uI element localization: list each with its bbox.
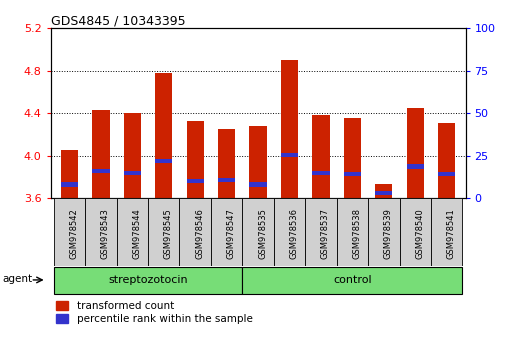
Bar bbox=[218, 178, 235, 182]
Bar bbox=[305, 198, 336, 266]
Text: GSM978540: GSM978540 bbox=[415, 208, 423, 259]
Text: GSM978545: GSM978545 bbox=[164, 208, 172, 259]
Bar bbox=[437, 172, 454, 176]
Bar bbox=[92, 110, 109, 198]
Text: control: control bbox=[332, 275, 371, 285]
Bar bbox=[437, 123, 454, 198]
Bar bbox=[211, 198, 242, 266]
Bar bbox=[336, 198, 367, 266]
Bar bbox=[61, 150, 78, 198]
Text: GSM978546: GSM978546 bbox=[195, 208, 204, 259]
Bar bbox=[242, 267, 462, 294]
Bar bbox=[430, 198, 462, 266]
Text: GSM978537: GSM978537 bbox=[320, 208, 329, 259]
Bar bbox=[406, 164, 423, 169]
Bar bbox=[312, 115, 329, 198]
Text: GSM978547: GSM978547 bbox=[226, 208, 235, 259]
Bar bbox=[249, 182, 266, 187]
Bar bbox=[123, 113, 141, 198]
Text: GDS4845 / 10343395: GDS4845 / 10343395 bbox=[50, 14, 185, 27]
Text: streptozotocin: streptozotocin bbox=[108, 275, 187, 285]
Bar bbox=[92, 169, 109, 173]
Text: GSM978535: GSM978535 bbox=[258, 208, 267, 259]
Text: GSM978541: GSM978541 bbox=[446, 208, 455, 259]
Text: GSM978538: GSM978538 bbox=[351, 208, 361, 259]
Bar bbox=[280, 60, 297, 198]
Bar bbox=[343, 118, 360, 198]
Text: agent: agent bbox=[3, 274, 33, 284]
Bar bbox=[148, 198, 179, 266]
Bar bbox=[155, 159, 172, 163]
Bar bbox=[312, 171, 329, 175]
Legend: transformed count, percentile rank within the sample: transformed count, percentile rank withi… bbox=[56, 301, 252, 324]
Bar bbox=[367, 198, 399, 266]
Bar bbox=[123, 171, 141, 175]
Text: GSM978536: GSM978536 bbox=[289, 208, 298, 259]
Bar bbox=[273, 198, 305, 266]
Bar bbox=[343, 172, 360, 176]
Bar bbox=[54, 267, 242, 294]
Bar bbox=[218, 129, 235, 198]
Bar bbox=[242, 198, 273, 266]
Bar bbox=[179, 198, 211, 266]
Bar bbox=[61, 182, 78, 187]
Text: GSM978543: GSM978543 bbox=[100, 208, 110, 259]
Bar bbox=[155, 73, 172, 198]
Bar bbox=[54, 198, 85, 266]
Bar bbox=[116, 198, 148, 266]
Bar bbox=[399, 198, 430, 266]
Text: GSM978544: GSM978544 bbox=[132, 208, 141, 259]
Bar bbox=[186, 179, 204, 183]
Bar bbox=[280, 153, 297, 157]
Text: GSM978539: GSM978539 bbox=[383, 208, 392, 259]
Bar bbox=[374, 191, 392, 195]
Bar bbox=[406, 108, 423, 198]
Bar bbox=[374, 184, 392, 198]
Bar bbox=[85, 198, 116, 266]
Bar bbox=[249, 126, 266, 198]
Text: GSM978542: GSM978542 bbox=[69, 208, 78, 259]
Bar bbox=[186, 121, 204, 198]
